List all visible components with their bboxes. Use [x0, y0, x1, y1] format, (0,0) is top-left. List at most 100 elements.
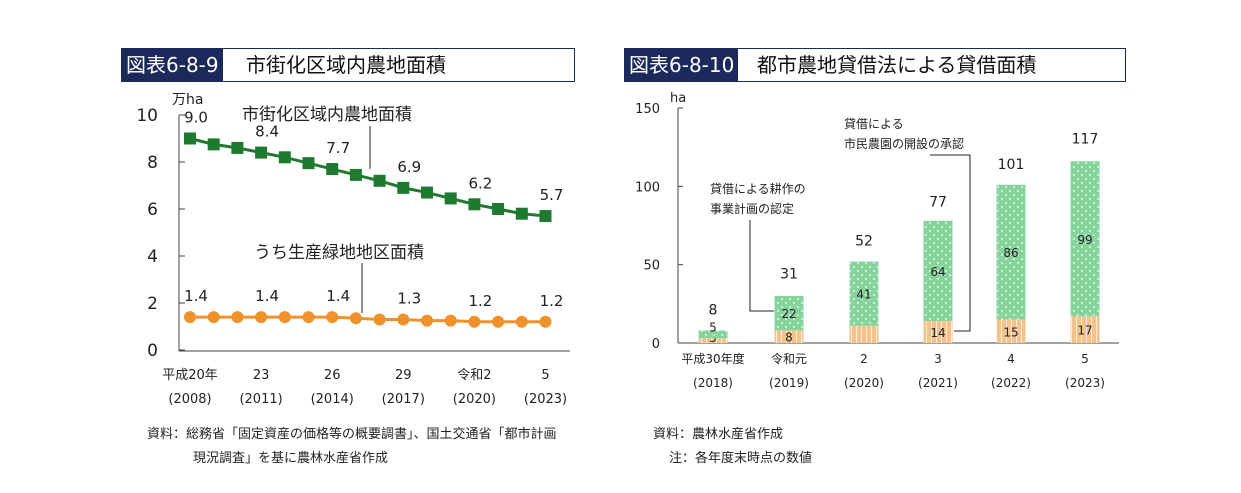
y-unit-label: ha	[670, 91, 686, 106]
data-point-square	[278, 151, 291, 164]
x-tick-year-label: (2023)	[1065, 376, 1105, 390]
x-tick-year-label: (2022)	[991, 376, 1031, 390]
data-point-circle	[302, 311, 315, 324]
figure2-number: 図表6-8-10	[625, 49, 739, 81]
x-tick-label: 令和元	[771, 351, 807, 366]
annotation-label: 事業計画の認定	[710, 201, 794, 216]
data-point-circle	[468, 315, 481, 328]
bar-segment	[1070, 161, 1100, 317]
figure2-source-line2: 注：各年度末時点の数値	[669, 451, 813, 466]
x-tick-year-label: (2023)	[524, 392, 567, 407]
figure2-header: 図表6-8-10 都市農地貸借法による貸借面積	[624, 48, 1126, 82]
series-label-production-green: うち生産緑地地区面積	[254, 243, 424, 263]
data-value-label: 1.4	[326, 287, 350, 305]
data-point-circle	[278, 311, 291, 324]
x-tick-year-label: (2020)	[453, 392, 496, 407]
data-point-circle	[421, 314, 433, 327]
x-tick-year-label: (2017)	[382, 392, 425, 407]
x-tick-label: 4	[1007, 352, 1015, 366]
data-point-square	[421, 186, 433, 199]
y-tick-label: 6	[147, 200, 158, 220]
figure1-header: 図表6-8-9 市街化区域内農地面積	[121, 48, 575, 82]
x-tick-label: 平成30年度	[681, 351, 744, 366]
series-line	[190, 315, 546, 324]
bar-total-label: 117	[1072, 132, 1099, 148]
y-tick-label: 2	[147, 294, 158, 314]
bar-segment	[849, 261, 879, 326]
data-point-square	[444, 192, 457, 205]
data-point-circle	[255, 311, 268, 324]
figure2-title: 都市農地貸借法による貸借面積	[757, 53, 1037, 77]
data-value-label: 9.0	[184, 109, 208, 127]
bar-segment-label: 64	[930, 265, 945, 279]
data-point-circle	[349, 312, 362, 325]
y-tick-label: 100	[635, 180, 660, 195]
bar-chart: 0 50 100 150 ha 3 5 8 平成30年度 (2018) 8 22 31 令和元 (2019)…	[635, 91, 1119, 390]
bar-total-label: 8	[709, 302, 718, 318]
data-value-label: 1.4	[184, 287, 208, 305]
data-point-circle	[492, 315, 505, 328]
x-tick-label: 3	[934, 352, 942, 366]
bar-total-label: 77	[929, 194, 947, 210]
bar-segment-label: 17	[1077, 324, 1092, 338]
annotation-label: 貸借による耕作の	[710, 181, 806, 196]
figure1-source-line2: 現況調査」を基に農林水産省作成	[193, 451, 389, 466]
data-value-label: 1.4	[255, 287, 279, 305]
bar-total-label: 101	[998, 157, 1025, 173]
series-label-farmland: 市街化区域内農地面積	[242, 105, 412, 125]
x-tick-year-label: (2019)	[769, 376, 809, 390]
bar-segment-label: 22	[781, 307, 796, 321]
data-point-circle	[184, 311, 196, 324]
y-unit-label: 万ha	[172, 92, 203, 108]
bar-segment	[698, 330, 728, 339]
data-point-square	[207, 138, 220, 151]
data-point-square	[397, 181, 410, 194]
x-tick-label: 23	[253, 368, 270, 383]
data-point-circle	[231, 311, 244, 324]
data-point-circle	[373, 313, 386, 326]
data-value-label: 6.9	[397, 158, 421, 176]
x-tick-year-label: (2011)	[239, 392, 282, 407]
data-point-square	[326, 163, 339, 176]
data-point-circle	[397, 313, 410, 326]
x-tick-label: 5	[1081, 352, 1089, 366]
y-tick-label: 8	[147, 153, 158, 173]
y-tick-label: 0	[147, 341, 158, 361]
data-point-circle	[444, 314, 457, 327]
x-tick-year-label: (2018)	[693, 376, 733, 390]
x-tick-label: 2	[860, 352, 868, 366]
bar-segment-label: 86	[1003, 246, 1018, 260]
data-point-square	[539, 210, 552, 223]
bar-segment	[1070, 316, 1100, 343]
data-value-label: 1.2	[468, 292, 492, 310]
data-value-label: 8.4	[255, 123, 279, 141]
x-tick-label: 令和2	[457, 368, 491, 383]
annotation-label: 市民農園の開設の承認	[844, 136, 964, 151]
y-tick-label: 0	[652, 337, 660, 352]
x-tick-year-label: (2014)	[311, 392, 354, 407]
bar-segment-label: 41	[856, 288, 871, 302]
bar-segment-label: 5	[709, 320, 717, 334]
data-point-circle	[515, 315, 528, 328]
annotation-leader	[749, 220, 774, 312]
data-value-label: 1.2	[540, 292, 564, 310]
bar-total-label: 31	[780, 266, 798, 282]
data-value-label: 7.7	[326, 139, 350, 157]
x-tick-label: 5	[541, 368, 549, 383]
data-point-circle	[207, 311, 220, 324]
x-tick-label: 平成20年	[162, 368, 218, 383]
data-value-label: 5.7	[540, 186, 564, 204]
bar-segment	[923, 321, 953, 343]
annotation-leader	[930, 154, 971, 332]
bar-segment	[774, 330, 804, 343]
bar-segment-label: 99	[1077, 233, 1092, 247]
bar-segment	[774, 296, 804, 331]
y-tick-label: 4	[147, 247, 158, 267]
data-point-square	[231, 141, 244, 154]
y-tick-label: 150	[635, 102, 660, 117]
y-tick-label: 10	[136, 106, 158, 126]
line-chart: 0 2 4 6 8 10 万ha 平成20年 (2008) 23 (2011) 26 (2014) 29 (…	[136, 92, 570, 407]
y-tick-label: 50	[643, 259, 660, 274]
data-point-square	[468, 198, 481, 211]
bar-segment-label: 8	[785, 331, 793, 345]
